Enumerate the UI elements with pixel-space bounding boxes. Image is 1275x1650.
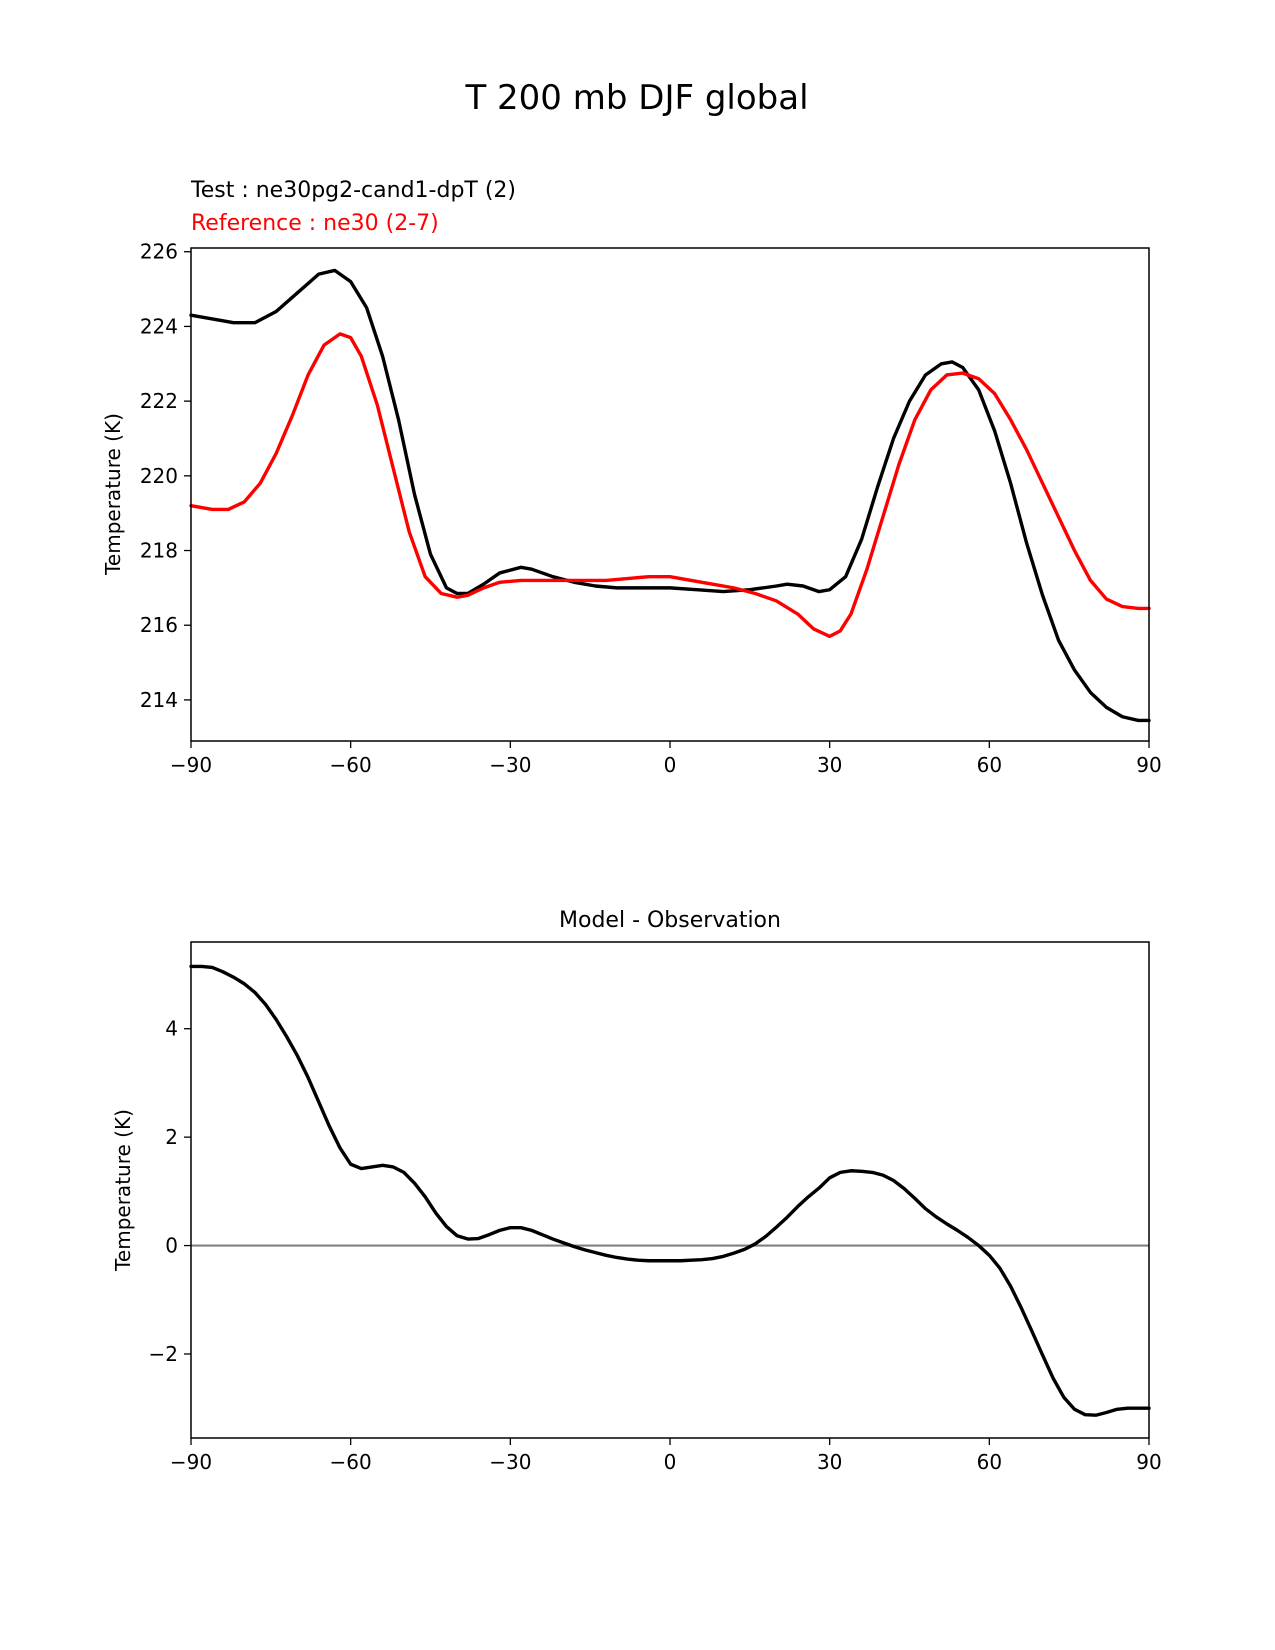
top-axes-ticks: −90 −60 −30 0 30 60 90 214 216 218 220 222 224 226: [140, 240, 1162, 777]
bottom-y-tick-label: 2: [165, 1125, 178, 1149]
bottom-x-tick-label: −60: [330, 1450, 372, 1474]
top-series-line-0: [189, 268, 1151, 723]
bottom-y-tick-label: 4: [165, 1017, 178, 1041]
bottom-x-tick-label: 30: [817, 1450, 842, 1474]
bottom-x-tick-label: 60: [977, 1450, 1002, 1474]
top-y-tick-label: 222: [140, 389, 178, 413]
top-x-tick-label: 30: [817, 753, 842, 777]
top-x-tick-label: 90: [1136, 753, 1161, 777]
top-x-tick-label: −60: [330, 753, 372, 777]
bottom-x-tick-label: −90: [170, 1450, 212, 1474]
top-y-tick-label: 216: [140, 613, 178, 637]
bottom-axes-ticks: −90 −60 −30 0 30 60 90 −2 0 2 4: [149, 1017, 1162, 1474]
legend-reference: Reference : ne30 (2-7): [191, 211, 439, 236]
top-y-tick-label: 220: [140, 464, 178, 488]
legend-test: Test : ne30pg2-cand1-dpT (2): [190, 178, 516, 203]
top-axes-frame: [190, 247, 1150, 742]
top-y-tick-label: 226: [140, 240, 178, 264]
bottom-x-tick-label: −30: [489, 1450, 531, 1474]
top-x-tick-label: −30: [489, 753, 531, 777]
bottom-axes-frame: [190, 941, 1150, 1439]
top-series-line-1: [189, 332, 1151, 639]
bottom-y-axis-label: Temperature (K): [111, 1109, 135, 1272]
top-x-tick-label: 0: [664, 753, 677, 777]
bottom-panel: Model - Observation −90 −60 −30 0 30 60 90 −2 0 2…: [111, 908, 1162, 1474]
top-y-tick-label: 224: [140, 314, 178, 338]
bottom-plot-lines: [189, 964, 1151, 1417]
top-x-tick-label: −90: [170, 753, 212, 777]
bottom-x-tick-label: 90: [1136, 1450, 1161, 1474]
bottom-panel-title: Model - Observation: [559, 908, 781, 933]
top-plot-lines: [189, 268, 1151, 723]
top-y-axis-label: Temperature (K): [101, 413, 125, 576]
bottom-x-tick-label: 0: [664, 1450, 677, 1474]
figure-title: T 200 mb DJF global: [464, 78, 808, 118]
bottom-series-line-0: [189, 964, 1151, 1417]
bottom-y-tick-label: 0: [165, 1234, 178, 1258]
top-y-tick-label: 218: [140, 539, 178, 563]
top-panel: Test : ne30pg2-cand1-dpT (2) Reference :…: [101, 178, 1162, 777]
top-x-tick-label: 60: [977, 753, 1002, 777]
bottom-y-tick-label: −2: [149, 1342, 178, 1366]
top-y-tick-label: 214: [140, 688, 178, 712]
